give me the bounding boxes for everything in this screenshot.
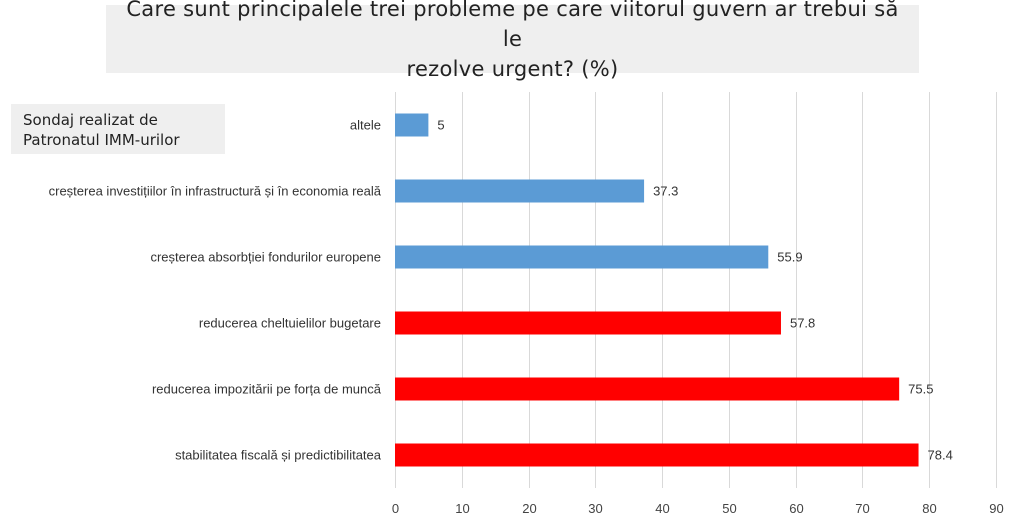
source-note: Sondaj realizat de Patronatul IMM-urilor (11, 104, 225, 154)
x-tick-label: 70 (855, 501, 869, 516)
x-tick-label: 20 (522, 501, 536, 516)
bar (395, 377, 900, 401)
bar (395, 113, 429, 137)
bar (395, 311, 781, 335)
bar (395, 179, 645, 203)
bar (395, 245, 769, 269)
category-label: stabilitatea fiscală și predictibilitate… (175, 448, 382, 463)
data-label: 55.9 (777, 250, 802, 265)
x-tick-label: 50 (722, 501, 736, 516)
x-tick-label: 30 (588, 501, 602, 516)
category-label: reducerea cheltuielilor bugetare (199, 316, 381, 331)
category-label: reducerea impozitării pe forța de muncă (152, 382, 382, 397)
x-tick-label: 80 (922, 501, 936, 516)
chart-title: Care sunt principalele trei probleme pe … (116, 0, 909, 84)
data-label: 57.8 (790, 316, 815, 331)
x-tick-label: 60 (789, 501, 803, 516)
x-tick-label: 10 (455, 501, 469, 516)
x-tick-label: 40 (655, 501, 669, 516)
category-label: creșterea investițiilor în infrastructur… (49, 184, 382, 199)
category-label: creșterea absorbției fondurilor europene (150, 250, 381, 265)
x-tick-label: 0 (392, 501, 399, 516)
category-label: altele (350, 118, 381, 133)
bar (395, 443, 919, 467)
chart-title-line-1: Care sunt principalele trei probleme pe … (126, 0, 899, 51)
x-tick-label: 90 (989, 501, 1003, 516)
data-label: 5 (437, 118, 444, 133)
chart-title-box: Care sunt principalele trei probleme pe … (106, 0, 919, 81)
source-note-line-2: Patronatul IMM-urilor (23, 131, 180, 149)
source-note-line-1: Sondaj realizat de (23, 111, 158, 129)
data-label: 37.3 (653, 184, 678, 199)
data-label: 75.5 (908, 382, 933, 397)
data-label: 78.4 (928, 448, 953, 463)
chart-title-line-2: rezolve urgent? (%) (406, 57, 619, 81)
